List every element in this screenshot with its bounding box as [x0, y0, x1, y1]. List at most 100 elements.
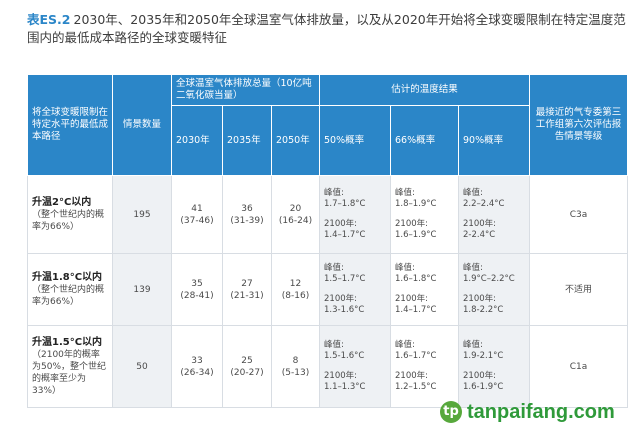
peak-value: 1.6–1.8°C — [395, 274, 437, 284]
emission-value: 12 — [289, 278, 302, 289]
peak-label: 峰值: — [395, 339, 415, 350]
watermark-text: tanpaifang.com — [467, 400, 615, 423]
y2100-label: 2100年: — [395, 293, 429, 304]
peak-label: 峰值: — [324, 187, 344, 198]
y2100-value: 1.8-2.2°C — [463, 305, 504, 315]
emission-2030-cell: 41 (37-46) — [171, 175, 223, 254]
peak-value: 1.9°C–2.2°C — [463, 274, 515, 284]
emission-value: 25 — [241, 355, 253, 366]
emission-2050-cell: 8 (5-13) — [270, 325, 321, 408]
watermark-logo-icon: tp — [440, 401, 462, 423]
temp-66-cell: 峰值: 1.6–1.7°C 2100年: 1.2–1.5°C — [390, 325, 460, 408]
scenario-cell: 升温1.8°C以内 （整个世纪内的概率为66%） — [27, 253, 113, 326]
temp-50-cell: 峰值: 1.7–1.8°C 2100年: 1.4–1.7°C — [319, 175, 392, 254]
emission-range: (20-27) — [230, 367, 264, 378]
header-year-2050: 2050年 — [270, 105, 321, 176]
emission-2035-cell: 27 (21-31) — [222, 253, 272, 326]
table-title: 表ES.2 2030年、2035年和2050年全球温室气体排放量，以及从2020年… — [27, 11, 627, 47]
count-cell: 195 — [112, 175, 172, 254]
emission-2050-cell: 12 (8-16) — [270, 253, 321, 326]
table-label: 表ES.2 — [27, 12, 71, 27]
temp-90-cell: 峰值: 1.9°C–2.2°C 2100年: 1.8-2.2°C — [458, 253, 531, 326]
peak-value: 1.5–1.7°C — [324, 274, 366, 284]
header-scenario: 将全球变暖限制在特定水平的最低成本路径 — [27, 74, 113, 176]
emission-value: 41 — [191, 203, 203, 214]
peak-value: 1.8–1.9°C — [395, 199, 437, 209]
peak-value: 1.9-2.1°C — [463, 351, 504, 361]
peak-label: 峰值: — [324, 339, 344, 350]
peak-label: 峰值: — [395, 262, 415, 273]
table-caption: 2030年、2035年和2050年全球温室气体排放量，以及从2020年开始将全球… — [27, 12, 626, 45]
count-cell: 50 — [112, 325, 172, 408]
scenario-cell: 升温1.5°C以内 （2100年的概率为50%，整个世纪的概率至少为33%） — [27, 325, 113, 408]
emission-range: (5-13) — [281, 367, 310, 378]
emission-range: (37-46) — [180, 215, 214, 226]
emission-value: 20 — [289, 203, 302, 214]
y2100-value: 1.4–1.7°C — [395, 305, 437, 315]
emission-value: 8 — [292, 355, 299, 366]
y2100-value: 1.6-1.9°C — [463, 382, 504, 392]
y2100-label: 2100年: — [395, 218, 429, 229]
emission-2035-cell: 36 (31-39) — [222, 175, 272, 254]
peak-label: 峰值: — [463, 339, 483, 350]
emission-value: 35 — [191, 278, 203, 289]
ipcc-cell: 不适用 — [529, 253, 629, 326]
header-prob-90: 90%概率 — [458, 105, 531, 176]
y2100-label: 2100年: — [463, 218, 497, 229]
temp-90-cell: 峰值: 1.9-2.1°C 2100年: 1.6-1.9°C — [458, 325, 531, 408]
emission-value: 36 — [241, 203, 253, 214]
y2100-label: 2100年: — [324, 370, 358, 381]
emission-2035-cell: 25 (20-27) — [222, 325, 272, 408]
scenario-note: （2100年的概率为50%，整个世纪的概率至少为33%） — [32, 349, 107, 396]
table-row: 升温1.8°C以内 （整个世纪内的概率为66%） 139 35 (28-41) 2… — [27, 253, 629, 326]
header-prob-50: 50%概率 — [319, 105, 392, 176]
y2100-label: 2100年: — [463, 293, 497, 304]
emission-range: (21-31) — [230, 290, 264, 301]
temp-50-cell: 峰值: 1.5-1.6°C 2100年: 1.1–1.3°C — [319, 325, 392, 408]
emission-2030-cell: 33 (26-34) — [171, 325, 223, 408]
emission-value: 33 — [191, 355, 203, 366]
emission-2030-cell: 35 (28-41) — [171, 253, 223, 326]
peak-value: 1.7–1.8°C — [324, 199, 366, 209]
header-emissions-group: 全球温室气体排放总量（10亿吨二氧化碳当量） — [170, 74, 321, 106]
temp-50-cell: 峰值: 1.5–1.7°C 2100年: 1.3-1.6°C — [319, 253, 392, 326]
header-warming-group: 估计的温度结果 — [319, 74, 531, 106]
y2100-value: 1.3-1.6°C — [324, 305, 365, 315]
y2100-value: 2-2.4°C — [463, 230, 496, 240]
y2100-value: 1.4–1.7°C — [324, 230, 366, 240]
peak-value: 1.5-1.6°C — [324, 351, 365, 361]
y2100-label: 2100年: — [395, 370, 429, 381]
watermark: tp tanpaifang.com — [440, 397, 615, 427]
peak-label: 峰值: — [463, 187, 483, 198]
emission-2050-cell: 20 (16-24) — [270, 175, 321, 254]
count-cell: 139 — [112, 253, 172, 326]
emission-range: (26-34) — [180, 367, 214, 378]
y2100-label: 2100年: — [324, 218, 358, 229]
y2100-label: 2100年: — [324, 293, 358, 304]
peak-label: 峰值: — [395, 187, 415, 198]
temp-66-cell: 峰值: 1.6–1.8°C 2100年: 1.4–1.7°C — [390, 253, 460, 326]
header-year-2035: 2035年 — [222, 105, 272, 176]
scenario-note: （整个世纪内的概率为66%） — [32, 209, 105, 232]
scenario-cell: 升温2°C以内 （整个世纪内的概率为66%） — [27, 175, 113, 254]
peak-value: 1.6–1.7°C — [395, 351, 437, 361]
scenario-title: 升温1.8°C以内 — [32, 271, 103, 283]
emission-range: (8-16) — [281, 290, 310, 301]
y2100-value: 1.6–1.9°C — [395, 230, 437, 240]
emission-range: (28-41) — [180, 290, 214, 301]
temp-66-cell: 峰值: 1.8–1.9°C 2100年: 1.6–1.9°C — [390, 175, 460, 254]
scenario-note: （整个世纪内的概率为66%） — [32, 284, 105, 307]
emissions-table: 将全球变暖限制在特定水平的最低成本路径 情景数量 全球温室气体排放总量（10亿吨… — [27, 74, 629, 408]
header-ipcc: 最接近的气专委第三工作组第六次评估报告情景等级 — [529, 74, 629, 176]
y2100-value: 1.2–1.5°C — [395, 382, 437, 392]
peak-label: 峰值: — [463, 262, 483, 273]
ipcc-cell: C1a — [529, 325, 629, 408]
emission-value: 27 — [241, 278, 253, 289]
y2100-value: 1.1–1.3°C — [324, 382, 366, 392]
header-year-2030: 2030年 — [171, 105, 223, 176]
scenario-title: 升温2°C以内 — [32, 196, 92, 208]
temp-90-cell: 峰值: 2.2–2.4°C 2100年: 2-2.4°C — [458, 175, 531, 254]
y2100-label: 2100年: — [463, 370, 497, 381]
emission-range: (31-39) — [230, 215, 264, 226]
peak-value: 2.2–2.4°C — [463, 199, 505, 209]
